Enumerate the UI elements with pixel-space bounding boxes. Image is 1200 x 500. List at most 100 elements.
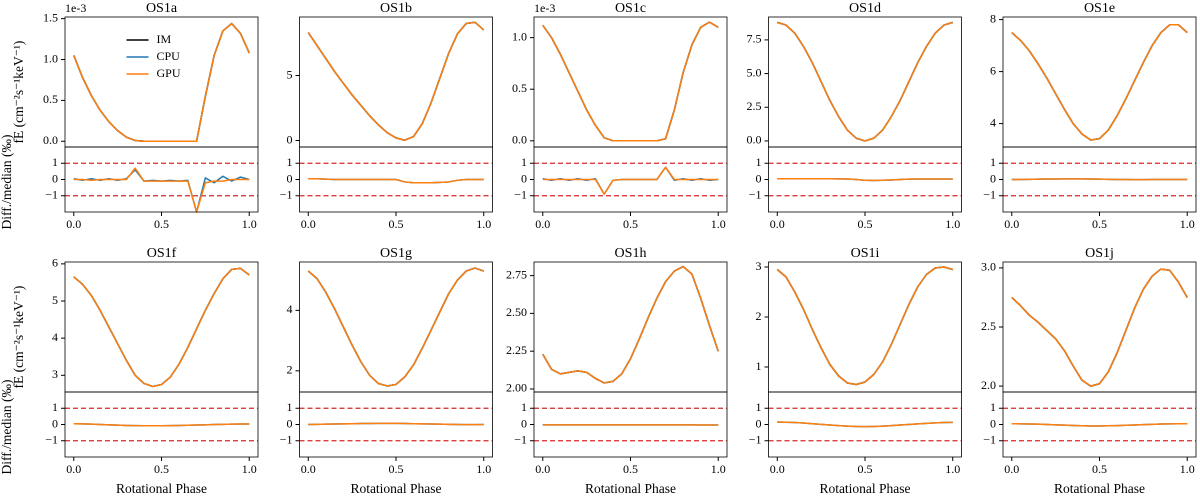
series-line bbox=[73, 422, 250, 427]
series-line bbox=[776, 266, 953, 386]
axes-frame bbox=[299, 16, 493, 148]
y-tick-label: 5 bbox=[287, 67, 293, 81]
series-line bbox=[307, 267, 484, 387]
y-tick-label: −1 bbox=[983, 188, 996, 202]
y-tick-label: −1 bbox=[514, 433, 527, 447]
y-tick-label: 4 bbox=[52, 330, 58, 344]
y-tick-label: 1 bbox=[521, 400, 527, 414]
series-line bbox=[542, 21, 719, 142]
x-tick-label: 0.5 bbox=[1092, 462, 1107, 476]
x-tick-label: 0.0 bbox=[301, 217, 316, 231]
series-line bbox=[1011, 422, 1188, 427]
y-tick-label: 0.0 bbox=[43, 133, 58, 147]
y-tick-label: −1 bbox=[983, 433, 996, 447]
series-line bbox=[1011, 24, 1188, 141]
y-tick-label: 2.5 bbox=[747, 99, 762, 113]
axes-frame bbox=[533, 261, 728, 393]
x-tick-label: 1.0 bbox=[1180, 462, 1195, 476]
x-axis-label: Rotational Phase bbox=[350, 481, 441, 496]
x-tick-label: 0.0 bbox=[770, 462, 785, 476]
series-line bbox=[307, 21, 485, 141]
y-tick-label: 0 bbox=[990, 171, 996, 185]
axes-frame bbox=[768, 391, 962, 458]
series-line bbox=[776, 266, 953, 386]
y-tick-label: −1 bbox=[280, 188, 293, 202]
y-tick-label: 0.5 bbox=[512, 81, 527, 95]
series-line bbox=[542, 265, 719, 384]
x-tick-label: 0.5 bbox=[623, 462, 638, 476]
y-tick-label: 6 bbox=[990, 63, 996, 77]
y-tick-label: 2.75 bbox=[506, 267, 527, 281]
x-tick-label: 0.0 bbox=[1004, 462, 1019, 476]
x-tick-label: 1.0 bbox=[242, 217, 257, 231]
x-tick-label: 0.0 bbox=[770, 217, 785, 231]
series-line bbox=[307, 21, 485, 141]
y-tick-label: 0.5 bbox=[43, 92, 58, 106]
y-tick-label: 1 bbox=[287, 400, 293, 414]
y-tick-label: 0 bbox=[990, 416, 996, 430]
axes-frame bbox=[768, 261, 962, 393]
y-tick-label: 1 bbox=[287, 155, 293, 169]
series-line bbox=[542, 166, 719, 195]
axes-frame bbox=[299, 261, 493, 393]
y-tick-label: 0 bbox=[521, 171, 527, 185]
series-line bbox=[542, 265, 719, 384]
x-tick-label: 1.0 bbox=[1180, 217, 1195, 231]
x-tick-label: 1.0 bbox=[945, 217, 960, 231]
x-tick-label: 0.0 bbox=[66, 462, 81, 476]
x-tick-label: 0.0 bbox=[535, 217, 550, 231]
series-line bbox=[776, 266, 953, 386]
series-line bbox=[542, 21, 719, 142]
y-tick-label: 1 bbox=[756, 359, 762, 373]
y-tick-label: 3.0 bbox=[981, 260, 996, 274]
panel-title: OS1j bbox=[1085, 246, 1114, 261]
series-line bbox=[1011, 178, 1188, 181]
series-line bbox=[307, 21, 485, 141]
y-tick-label: 0 bbox=[756, 416, 762, 430]
x-tick-label: 0.5 bbox=[154, 217, 169, 231]
series-line bbox=[1011, 24, 1188, 141]
y-tick-label: 0 bbox=[52, 171, 58, 185]
series-line bbox=[308, 422, 484, 426]
series-line bbox=[777, 177, 953, 182]
series-line bbox=[1011, 268, 1188, 387]
y-tick-label: 0.0 bbox=[747, 133, 762, 147]
y-tick-label: 2.0 bbox=[981, 378, 996, 392]
x-tick-label: 1.0 bbox=[476, 217, 491, 231]
x-tick-label: 0.5 bbox=[1092, 217, 1107, 231]
x-tick-label: 0.0 bbox=[66, 217, 81, 231]
y-tick-label: 0 bbox=[52, 416, 58, 430]
y-tick-label: 0 bbox=[287, 416, 293, 430]
series-line bbox=[1011, 24, 1188, 141]
series-line bbox=[73, 22, 250, 143]
x-tick-label: 1.0 bbox=[945, 462, 960, 476]
series-line bbox=[308, 177, 484, 184]
y-tick-label: −1 bbox=[749, 188, 762, 202]
y-tick-label: 2 bbox=[287, 363, 293, 377]
y-tick-label: 1.5 bbox=[43, 10, 58, 24]
y-tick-label: −1 bbox=[280, 433, 293, 447]
y-tick-label: 8 bbox=[990, 11, 996, 25]
y-tick-label: −1 bbox=[514, 188, 527, 202]
y-tick-label: 3 bbox=[52, 367, 58, 381]
axes-frame bbox=[1002, 261, 1197, 393]
y-tick-label: 2.00 bbox=[506, 381, 527, 395]
y-tick-label: 0 bbox=[287, 132, 293, 146]
x-tick-label: 1.0 bbox=[711, 217, 726, 231]
x-tick-label: 0.0 bbox=[1004, 217, 1019, 231]
series-line bbox=[1011, 268, 1188, 387]
series-line bbox=[73, 267, 250, 388]
legend-label: CPU bbox=[157, 49, 181, 63]
y-tick-label: 0 bbox=[287, 171, 293, 185]
series-line bbox=[777, 21, 953, 142]
x-tick-label: 0.5 bbox=[389, 217, 404, 231]
series-line bbox=[542, 166, 719, 195]
y-tick-label: 6 bbox=[52, 256, 58, 270]
y-tick-label: 2.25 bbox=[506, 343, 527, 357]
panel-title: OS1i bbox=[851, 246, 880, 261]
y-tick-label: 3 bbox=[756, 259, 762, 273]
offset-text: 1e-3 bbox=[65, 1, 86, 15]
y-tick-label: 1.0 bbox=[43, 51, 58, 65]
series-line bbox=[542, 21, 719, 142]
